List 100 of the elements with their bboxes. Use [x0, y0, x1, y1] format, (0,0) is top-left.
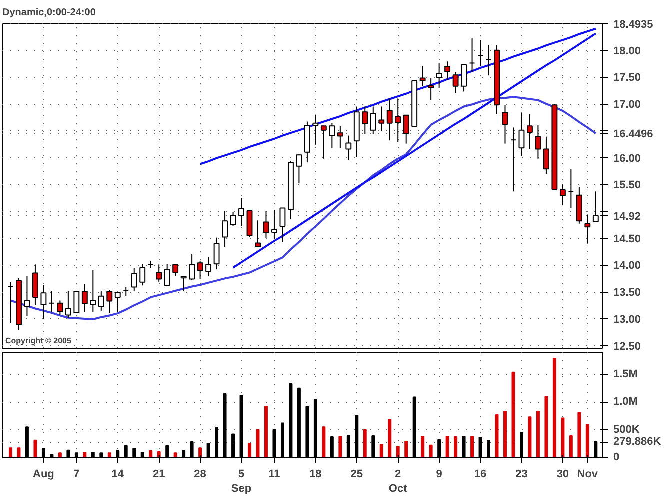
x-tick-label: 5 Sep	[231, 468, 252, 495]
bar	[454, 436, 458, 458]
candlestick	[197, 260, 204, 280]
candlestick	[98, 291, 104, 312]
bar	[470, 436, 474, 458]
line-series	[10, 96, 597, 320]
bar	[9, 448, 12, 458]
bar	[396, 446, 400, 458]
candlestick	[164, 264, 170, 286]
candlestick	[362, 106, 368, 135]
x-tick-label: 11	[268, 468, 280, 480]
candlestick	[543, 136, 550, 175]
candlestick	[518, 112, 525, 157]
candlestick	[510, 127, 516, 192]
y-tick-label: 16.4496	[614, 128, 654, 141]
y-tick-label: 14.92	[614, 210, 642, 223]
candlestick	[189, 253, 196, 281]
candlestick	[312, 114, 319, 146]
candlestick	[40, 284, 47, 320]
y-tick-label: 0	[614, 452, 620, 464]
bar	[363, 429, 367, 458]
bar	[34, 440, 38, 458]
candlestick	[123, 286, 130, 297]
candlestick	[395, 98, 402, 143]
candlestick	[90, 270, 96, 312]
candlestick	[527, 114, 533, 150]
candlestick	[428, 78, 434, 101]
candlestick	[206, 256, 212, 278]
candlestick	[255, 220, 261, 248]
candlestick	[180, 276, 187, 292]
candlestick	[452, 72, 459, 94]
candlestick	[214, 237, 220, 270]
bar	[149, 450, 153, 458]
bar	[536, 411, 540, 458]
candlestick	[156, 264, 162, 282]
candlestick	[420, 66, 426, 87]
bar	[528, 416, 532, 458]
candlestick	[337, 126, 344, 149]
candlestick	[140, 264, 146, 286]
candlestick	[272, 210, 278, 240]
bar	[338, 436, 342, 458]
candlestick	[48, 290, 55, 312]
annotation: Copyright © 2005	[6, 336, 72, 346]
y-tick-label: 15.50	[614, 180, 642, 192]
bar	[322, 426, 326, 458]
candlestick	[280, 208, 286, 243]
x-tick-label: 7	[74, 468, 80, 480]
bar	[248, 443, 252, 458]
bar	[421, 436, 425, 458]
bar	[561, 418, 565, 458]
candlestick	[535, 124, 542, 160]
bar	[578, 412, 582, 458]
candlestick	[238, 198, 244, 227]
candlestick	[486, 44, 492, 76]
x-tick-label: 23	[516, 468, 528, 480]
y-tick-label: 14.50	[614, 233, 642, 246]
chart-title: Dynamic,0:00-24:00	[2, 8, 96, 18]
candlestick	[378, 106, 385, 132]
bar	[264, 406, 268, 458]
candlestick	[386, 98, 393, 142]
line-series	[199, 28, 597, 166]
candlestick	[469, 38, 476, 73]
x-tick-label: 18	[310, 468, 322, 480]
y-tick-label: 13.00	[614, 314, 642, 326]
candlestick	[106, 290, 113, 314]
x-tick-label: 9	[436, 468, 442, 480]
candlestick	[24, 275, 30, 317]
bar	[388, 419, 392, 458]
candlestick	[346, 135, 352, 161]
x-tick-label: 2 Oct	[388, 468, 408, 495]
bar	[174, 452, 178, 458]
y-tick-label: 1.0M	[614, 396, 638, 408]
candlestick	[114, 292, 121, 312]
candlestick	[329, 122, 336, 149]
candlestick	[478, 40, 484, 67]
x-tick-label: 25	[350, 468, 364, 480]
y-tick-label: 279.886K	[614, 436, 662, 448]
candlestick	[131, 268, 138, 292]
y-tick-label: 1.5M	[614, 368, 638, 381]
bar	[544, 396, 548, 458]
y-tick-label: 500K	[614, 424, 640, 436]
candlestick	[568, 168, 574, 209]
x-tick-label: Nov	[577, 468, 599, 480]
candlestick	[74, 291, 80, 314]
bar	[446, 436, 450, 458]
bar	[380, 444, 384, 458]
candlestick	[263, 210, 270, 239]
x-tick-label: 14	[112, 468, 125, 480]
x-tick-label: 21	[152, 468, 166, 480]
candlestick	[320, 126, 327, 160]
bar	[17, 448, 21, 458]
y-tick-label: 17.00	[614, 99, 642, 112]
candlestick	[584, 214, 591, 244]
x-tick-label: 30	[556, 468, 570, 480]
bar	[83, 452, 87, 458]
x-tick-label: Aug	[33, 468, 54, 480]
candlestick	[444, 61, 451, 81]
bar	[552, 358, 556, 458]
y-tick-label: 14.00	[614, 260, 642, 272]
bar	[58, 452, 62, 458]
